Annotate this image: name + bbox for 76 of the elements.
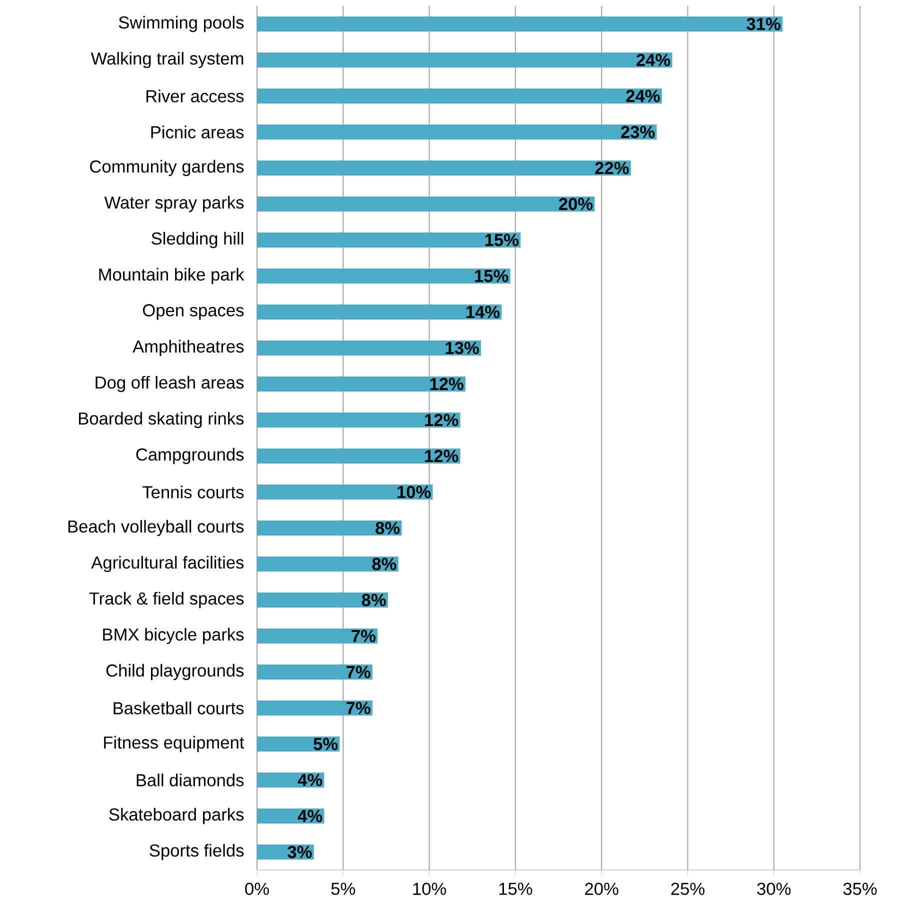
data-label: 12% — [425, 414, 458, 426]
y-tick-label: Picnic areas — [151, 126, 244, 138]
bar — [257, 484, 433, 500]
y-tick-label: Swimming pools — [118, 16, 244, 32]
x-tick-label: 25% — [671, 882, 704, 895]
data-label: 22% — [595, 162, 629, 174]
x-tick-label: 5% — [331, 882, 356, 895]
y-tick-label: Beach volleyball courts — [68, 520, 244, 536]
y-tick-label: Skateboard parks — [109, 808, 244, 824]
y-tick-label: Amphitheatres — [132, 340, 244, 356]
data-label: 4% — [298, 810, 322, 822]
bar — [257, 268, 510, 284]
bar — [257, 160, 631, 176]
data-label: 5% — [314, 738, 338, 750]
bar — [257, 376, 466, 392]
bar — [257, 88, 662, 104]
data-label: 8% — [362, 594, 386, 606]
bar — [257, 556, 398, 572]
bar — [257, 16, 782, 32]
data-label: 7% — [352, 630, 376, 642]
data-label: 4% — [298, 774, 322, 786]
y-tick-label: Sports fields — [150, 844, 244, 860]
data-label: 15% — [485, 234, 519, 246]
y-tick-label: Sledding hill — [152, 232, 244, 248]
y-tick-label: Ball diamonds — [136, 774, 244, 786]
data-label: 24% — [636, 54, 670, 66]
y-tick-label: Fitness equipment — [104, 736, 244, 752]
bar — [257, 124, 657, 140]
y-tick-label: Child playgrounds — [106, 664, 244, 680]
data-label: 3% — [288, 846, 312, 858]
bar — [257, 520, 402, 536]
bar — [257, 52, 672, 68]
data-label: 12% — [430, 378, 464, 390]
bar — [257, 664, 372, 680]
bar — [257, 412, 460, 428]
data-label: 13% — [446, 342, 479, 354]
bar — [257, 592, 388, 608]
data-label: 7% — [346, 666, 370, 678]
bar — [257, 448, 460, 464]
data-label: 8% — [372, 558, 396, 570]
bar — [257, 340, 481, 356]
x-tick-label: 10% — [413, 882, 446, 895]
y-tick-label: Water spray parks — [104, 196, 244, 212]
data-label: 31% — [746, 18, 780, 30]
data-label: 12% — [425, 450, 458, 462]
data-label: 20% — [558, 198, 593, 210]
data-label: 10% — [398, 486, 431, 498]
y-tick-label: BMX bicycle parks — [103, 628, 244, 644]
x-tick-label: 20% — [585, 882, 618, 895]
y-tick-label: Dog off leash areas — [96, 376, 244, 392]
data-label: 23% — [621, 126, 655, 138]
data-label: 7% — [346, 702, 370, 714]
y-tick-label: Agricultural facilities — [91, 556, 244, 572]
bar — [257, 700, 372, 716]
x-tick-label: 0% — [245, 882, 269, 895]
y-tick-label: Tennis courts — [142, 486, 244, 498]
bar — [257, 232, 521, 248]
y-tick-label: Boarded skating rinks — [79, 412, 244, 428]
y-tick-label: Campgrounds — [136, 448, 244, 464]
bar — [257, 304, 502, 320]
data-label: 24% — [626, 90, 660, 102]
x-tick-label: 15% — [499, 882, 532, 895]
y-tick-label: Walking trail system — [90, 52, 244, 68]
x-tick-label: 30% — [757, 882, 791, 895]
bar — [257, 628, 378, 644]
bar — [257, 196, 595, 212]
data-label: 15% — [475, 270, 508, 282]
data-label: 8% — [376, 522, 400, 534]
y-tick-label: Track & field spaces — [89, 592, 244, 608]
y-tick-label: Mountain bike park — [99, 268, 244, 284]
x-tick-label: 35% — [843, 882, 877, 895]
y-tick-label: Basketball courts — [114, 702, 244, 714]
y-tick-label: Community gardens — [90, 160, 244, 176]
data-label: 14% — [466, 306, 500, 318]
y-tick-label: Open spaces — [142, 304, 244, 320]
y-tick-label: River access — [146, 90, 244, 102]
